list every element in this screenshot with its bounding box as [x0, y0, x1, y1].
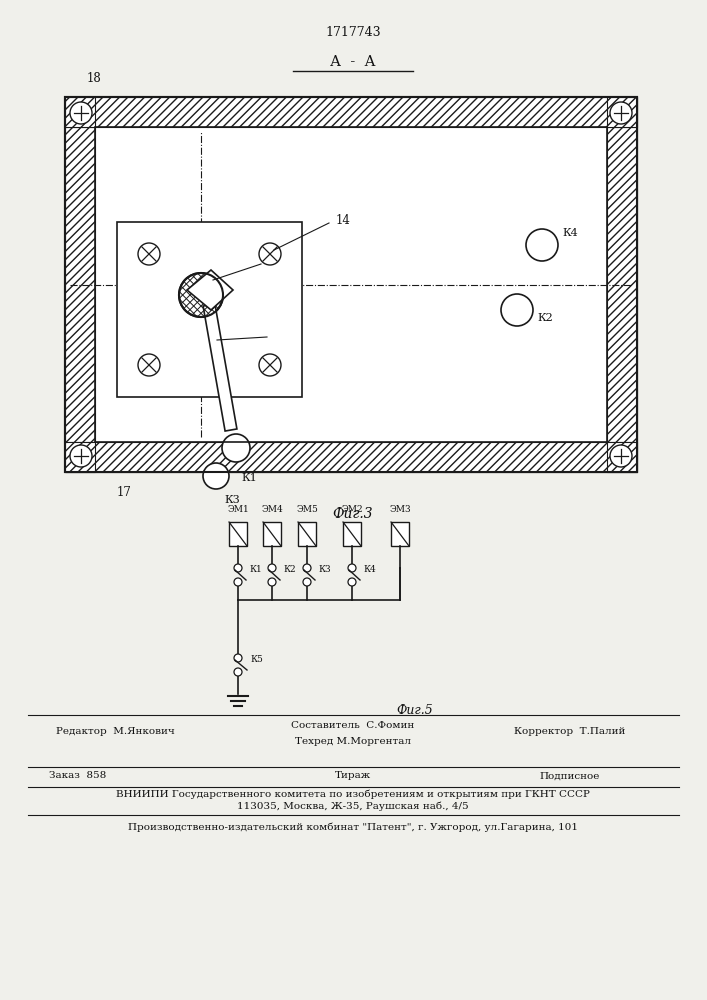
Text: Корректор  Т.Палий: Корректор Т.Палий: [514, 728, 626, 736]
Text: Фиг.3: Фиг.3: [333, 507, 373, 521]
Bar: [343, 522, 361, 546]
Text: К2: К2: [283, 564, 296, 574]
Bar: [298, 522, 316, 546]
Polygon shape: [203, 304, 237, 431]
Circle shape: [610, 445, 632, 467]
Bar: [607, 127, 637, 442]
Text: Тираж: Тираж: [335, 772, 371, 780]
Text: ЭМ3: ЭМ3: [389, 504, 411, 514]
Circle shape: [268, 564, 276, 572]
Circle shape: [138, 243, 160, 265]
Text: 17: 17: [117, 486, 132, 498]
Circle shape: [222, 434, 250, 462]
Text: Фиг.5: Фиг.5: [397, 704, 433, 718]
Circle shape: [138, 354, 160, 376]
Bar: [263, 522, 281, 546]
Text: ЭМ4: ЭМ4: [261, 504, 283, 514]
Text: К4: К4: [363, 564, 375, 574]
Circle shape: [70, 445, 92, 467]
Circle shape: [526, 229, 558, 261]
Circle shape: [234, 564, 242, 572]
Text: Производственно-издательский комбинат "Патент", г. Ужгород, ул.Гагарина, 101: Производственно-издательский комбинат "П…: [128, 822, 578, 832]
Circle shape: [501, 294, 533, 326]
Bar: [65, 97, 637, 472]
Text: 15: 15: [272, 328, 287, 342]
Text: ЭМ5: ЭМ5: [296, 504, 318, 514]
Text: 14: 14: [336, 214, 351, 227]
Bar: [607, 97, 637, 127]
Text: 1717743: 1717743: [325, 25, 381, 38]
Circle shape: [259, 354, 281, 376]
Text: Редактор  М.Янкович: Редактор М.Янкович: [56, 728, 175, 736]
Text: К1: К1: [249, 564, 262, 574]
Bar: [95, 127, 607, 442]
Circle shape: [348, 578, 356, 586]
Circle shape: [303, 564, 311, 572]
Bar: [607, 442, 637, 472]
Bar: [391, 522, 409, 546]
Text: А  -  А: А - А: [330, 55, 376, 69]
Bar: [65, 97, 95, 127]
Text: 113035, Москва, Ж-35, Раушская наб., 4/5: 113035, Москва, Ж-35, Раушская наб., 4/5: [237, 801, 469, 811]
Text: ВНИИПИ Государственного комитета по изобретениям и открытиям при ГКНТ СССР: ВНИИПИ Государственного комитета по изоб…: [116, 789, 590, 799]
Circle shape: [203, 463, 229, 489]
Bar: [65, 442, 95, 472]
Text: 18: 18: [87, 73, 102, 86]
Circle shape: [234, 668, 242, 676]
Text: Составитель  С.Фомин: Составитель С.Фомин: [291, 722, 414, 730]
Circle shape: [70, 102, 92, 124]
Polygon shape: [187, 270, 233, 310]
Text: К3: К3: [318, 564, 331, 574]
Bar: [65, 442, 637, 472]
Bar: [65, 127, 95, 442]
Bar: [229, 522, 247, 546]
Text: ЭМ2: ЭМ2: [341, 504, 363, 514]
Circle shape: [610, 102, 632, 124]
PathPatch shape: [179, 273, 223, 317]
Text: К2: К2: [537, 313, 553, 323]
Bar: [117, 222, 302, 397]
Text: Техред М.Моргентал: Техред М.Моргентал: [295, 738, 411, 746]
Circle shape: [234, 654, 242, 662]
Text: 13: 13: [265, 255, 280, 268]
Circle shape: [259, 243, 281, 265]
Circle shape: [268, 578, 276, 586]
Text: ЭМ1: ЭМ1: [227, 504, 249, 514]
Bar: [65, 97, 637, 472]
Text: К5: К5: [250, 654, 263, 664]
Text: К4: К4: [562, 228, 578, 238]
Circle shape: [303, 578, 311, 586]
Bar: [65, 97, 637, 127]
Text: Заказ  858: Заказ 858: [49, 772, 107, 780]
Circle shape: [179, 273, 223, 317]
Circle shape: [348, 564, 356, 572]
Text: Подписное: Подписное: [540, 772, 600, 780]
Text: К1: К1: [241, 473, 257, 483]
Text: К3: К3: [224, 495, 240, 505]
Circle shape: [234, 578, 242, 586]
